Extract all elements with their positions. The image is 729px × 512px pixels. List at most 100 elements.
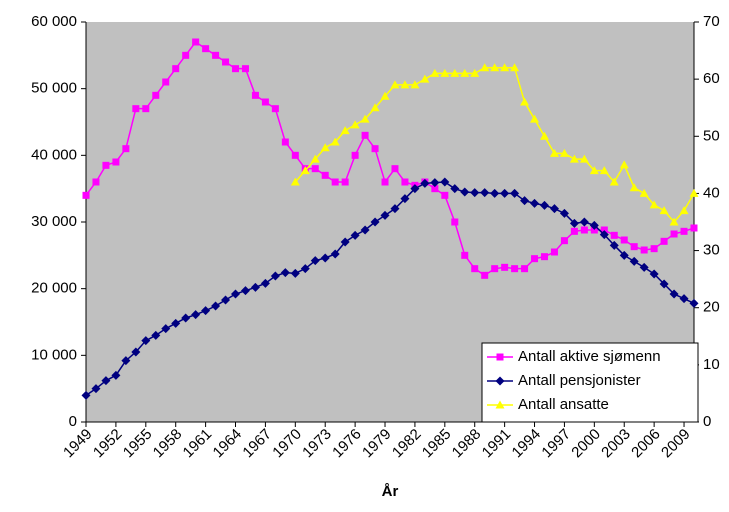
point bbox=[560, 237, 568, 245]
x-tick-label: 1961 bbox=[180, 426, 216, 462]
point bbox=[221, 295, 231, 305]
point bbox=[91, 384, 101, 394]
point bbox=[550, 248, 558, 256]
legend-label: Antall aktive sjømenn bbox=[518, 348, 661, 365]
x-tick-label: 1988 bbox=[449, 426, 485, 462]
point bbox=[629, 183, 639, 192]
point bbox=[579, 217, 589, 227]
y2-tick-label: 50 bbox=[703, 127, 720, 144]
point bbox=[310, 256, 320, 266]
x-tick-label: 1949 bbox=[60, 426, 96, 462]
point bbox=[689, 298, 699, 308]
point bbox=[300, 166, 310, 175]
point bbox=[589, 220, 599, 230]
point bbox=[192, 38, 200, 46]
point bbox=[321, 171, 329, 179]
point bbox=[569, 218, 579, 228]
y-tick-label: 30 000 bbox=[31, 213, 77, 230]
point bbox=[680, 227, 688, 235]
point bbox=[620, 236, 628, 244]
point bbox=[151, 330, 161, 340]
point bbox=[340, 126, 350, 135]
legend-marker bbox=[495, 400, 505, 409]
point bbox=[400, 194, 410, 204]
point bbox=[559, 208, 569, 218]
point bbox=[310, 154, 320, 163]
point bbox=[520, 97, 530, 106]
point bbox=[122, 145, 130, 153]
x-tick-label: 2009 bbox=[658, 426, 694, 462]
point bbox=[500, 63, 510, 72]
point bbox=[490, 63, 500, 72]
point bbox=[212, 51, 220, 59]
point bbox=[131, 347, 141, 357]
point bbox=[540, 253, 548, 261]
point bbox=[660, 237, 668, 245]
point bbox=[280, 268, 290, 278]
x-tick-label: 2006 bbox=[628, 426, 664, 462]
point bbox=[510, 188, 520, 198]
point bbox=[530, 198, 540, 208]
point bbox=[589, 166, 599, 175]
point bbox=[470, 68, 480, 77]
point bbox=[121, 356, 131, 366]
point bbox=[281, 138, 289, 146]
point bbox=[501, 263, 509, 271]
legend-box bbox=[481, 342, 699, 423]
point bbox=[530, 114, 540, 123]
point bbox=[330, 249, 340, 259]
x-tick-label: 1955 bbox=[120, 426, 156, 462]
legend-marker bbox=[496, 353, 504, 361]
point bbox=[569, 154, 579, 163]
point bbox=[440, 68, 450, 77]
legend-label: Antall pensjonister bbox=[518, 372, 641, 389]
point bbox=[511, 265, 519, 273]
point bbox=[610, 231, 618, 239]
point bbox=[460, 187, 470, 197]
point bbox=[351, 151, 359, 159]
point bbox=[390, 80, 400, 89]
point bbox=[470, 188, 480, 198]
point bbox=[539, 200, 549, 210]
point bbox=[161, 324, 171, 334]
x-tick-label: 2003 bbox=[598, 426, 634, 462]
legend-marker bbox=[495, 376, 505, 386]
x-tick-label: 2000 bbox=[568, 426, 604, 462]
point bbox=[579, 154, 589, 163]
point bbox=[101, 376, 111, 386]
point bbox=[290, 268, 300, 278]
point bbox=[370, 217, 380, 227]
point bbox=[640, 246, 648, 254]
y-tick-label: 40 000 bbox=[31, 146, 77, 163]
point bbox=[141, 336, 151, 346]
point bbox=[669, 217, 679, 226]
point bbox=[331, 178, 339, 186]
point bbox=[361, 131, 369, 139]
point bbox=[609, 177, 619, 186]
point bbox=[649, 200, 659, 209]
point bbox=[360, 114, 370, 123]
point bbox=[341, 178, 349, 186]
point bbox=[201, 306, 211, 316]
x-tick-label: 1979 bbox=[359, 426, 395, 462]
point bbox=[650, 245, 658, 253]
y2-tick-label: 70 bbox=[703, 13, 720, 30]
y2-tick-label: 10 bbox=[703, 356, 720, 373]
point bbox=[630, 243, 638, 251]
y-tick-label: 0 bbox=[69, 413, 77, 430]
y-tick-label: 60 000 bbox=[31, 13, 77, 30]
point bbox=[490, 188, 500, 198]
point bbox=[441, 191, 449, 199]
x-tick-label: 1985 bbox=[419, 426, 455, 462]
point bbox=[471, 265, 479, 273]
point bbox=[371, 145, 379, 153]
point bbox=[380, 210, 390, 220]
point bbox=[410, 184, 420, 194]
point bbox=[350, 120, 360, 129]
point bbox=[430, 178, 440, 188]
point bbox=[450, 68, 460, 77]
point bbox=[81, 390, 91, 400]
point bbox=[211, 301, 221, 311]
point bbox=[112, 158, 120, 166]
